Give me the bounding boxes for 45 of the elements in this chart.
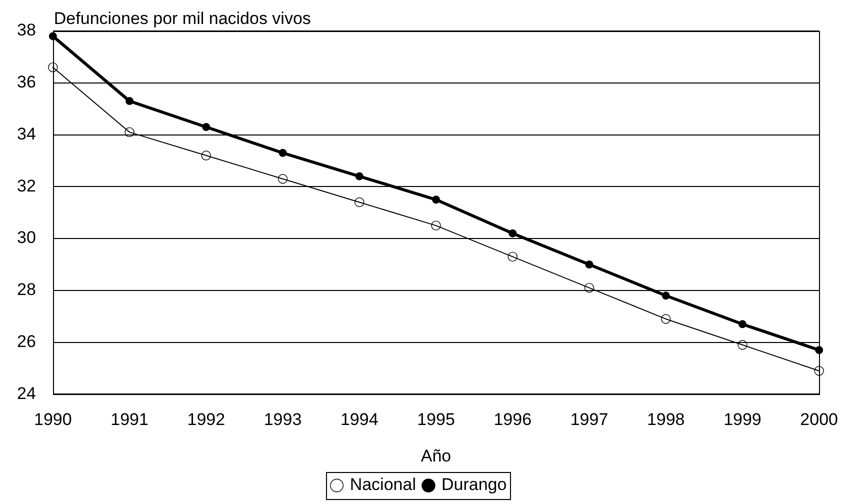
y-tick-label: 34: [16, 124, 36, 144]
point: [278, 174, 288, 184]
x-tick-label: 1999: [724, 410, 762, 430]
point: [202, 122, 210, 131]
y-tick-label: 26: [16, 332, 36, 351]
x-axis-title: Año: [420, 446, 452, 466]
point: [432, 196, 440, 204]
x-tick-label: 1992: [187, 410, 226, 430]
point: [662, 292, 670, 300]
x-tick-label: 1998: [646, 410, 685, 430]
point: [508, 252, 518, 262]
x-tick-label: 1995: [417, 410, 455, 430]
y-axis-title: Defunciones por mil nacidos vivos: [54, 9, 311, 28]
point: [278, 148, 287, 157]
point: [585, 260, 594, 268]
point: [201, 150, 211, 160]
point: [48, 62, 58, 72]
point: [738, 320, 746, 328]
point: [814, 366, 824, 376]
point: [355, 172, 364, 180]
x-tick-label: 1997: [570, 410, 608, 430]
point: [126, 97, 134, 106]
point: [354, 197, 364, 208]
point: [584, 282, 594, 293]
point: [508, 229, 517, 238]
y-tick-label: 38: [16, 20, 36, 40]
x-tick-label: 2000: [800, 410, 838, 430]
x-tick-label: 1990: [34, 410, 72, 430]
point: [738, 340, 748, 350]
y-tick-label: 36: [16, 72, 36, 92]
y-tick-label: 30: [16, 228, 36, 248]
point: [124, 127, 134, 138]
y-tick-label: 24: [16, 384, 36, 403]
legend-label: Nacional: [350, 475, 416, 494]
point: [661, 314, 671, 324]
point: [431, 220, 441, 230]
point: [48, 32, 57, 40]
y-tick-label: 32: [16, 176, 36, 196]
x-tick-label: 1991: [110, 410, 148, 430]
x-tick-label: 1993: [264, 410, 302, 430]
legend-label: Durango: [441, 475, 507, 494]
point: [815, 346, 824, 354]
x-tick-label: 1996: [494, 410, 532, 430]
x-tick-label: 1994: [340, 410, 378, 430]
y-tick-label: 28: [16, 280, 36, 300]
